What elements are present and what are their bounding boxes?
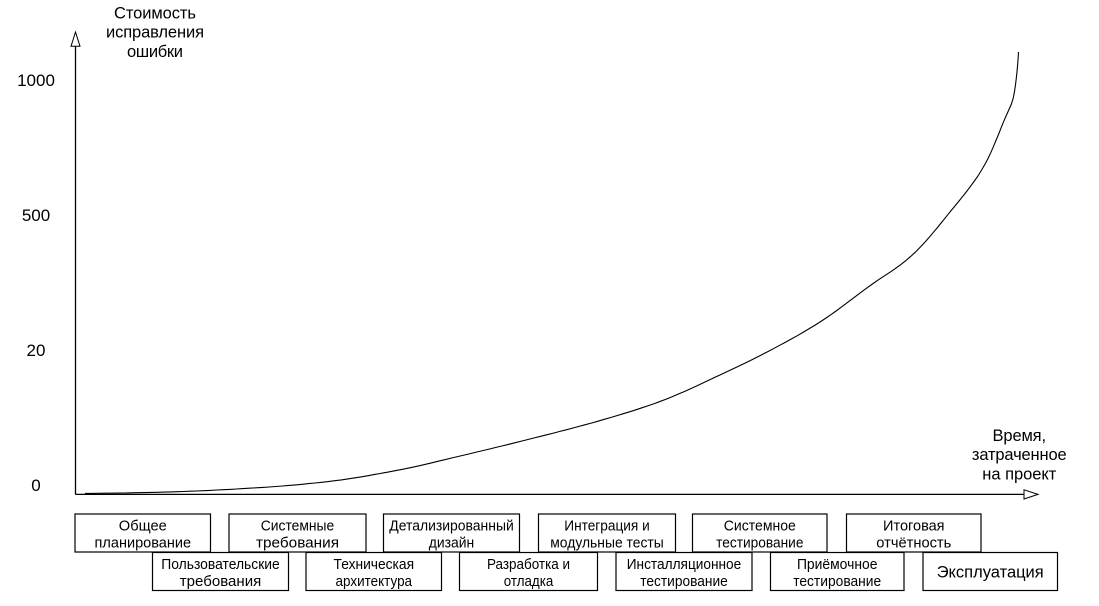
svg-text:0: 0 [31, 476, 40, 495]
svg-text:Стоимость: Стоимость [114, 5, 196, 23]
svg-text:20: 20 [27, 341, 46, 360]
svg-text:Приёмочное: Приёмочное [797, 556, 878, 573]
svg-text:ошибки: ошибки [127, 43, 183, 61]
svg-text:Эксплуатация: Эксплуатация [937, 564, 1044, 582]
svg-text:Разработка и: Разработка и [487, 556, 570, 573]
svg-text:500: 500 [22, 206, 50, 225]
svg-text:архитектура: архитектура [336, 573, 413, 590]
svg-text:Системные: Системные [261, 517, 335, 534]
svg-text:Итоговая: Итоговая [883, 517, 945, 534]
svg-text:исправления: исправления [106, 24, 204, 42]
svg-text:отчётность: отчётность [876, 535, 951, 552]
svg-text:Инсталляционное: Инсталляционное [627, 556, 742, 573]
svg-text:требования: требования [180, 573, 262, 590]
svg-text:тестирование: тестирование [640, 573, 728, 590]
svg-text:тестирование: тестирование [793, 573, 881, 590]
svg-text:планирование: планирование [95, 535, 192, 552]
svg-text:тестирование: тестирование [716, 535, 803, 552]
svg-text:Детализированный: Детализированный [389, 517, 514, 534]
svg-text:Пользовательские: Пользовательские [161, 556, 280, 573]
svg-text:дизайн: дизайн [429, 535, 475, 552]
svg-text:отладка: отладка [504, 573, 554, 590]
svg-text:Время,: Время, [993, 427, 1047, 445]
svg-text:Техническая: Техническая [334, 556, 415, 573]
svg-text:затраченное: затраченное [972, 446, 1067, 464]
svg-text:1000: 1000 [17, 71, 55, 90]
svg-text:требования: требования [256, 535, 339, 552]
svg-text:Общее: Общее [119, 517, 167, 534]
svg-text:Интеграция и: Интеграция и [564, 517, 650, 534]
svg-text:Системное: Системное [724, 517, 796, 534]
svg-text:модульные тесты: модульные тесты [550, 535, 664, 552]
svg-text:на проект: на проект [982, 465, 1056, 483]
